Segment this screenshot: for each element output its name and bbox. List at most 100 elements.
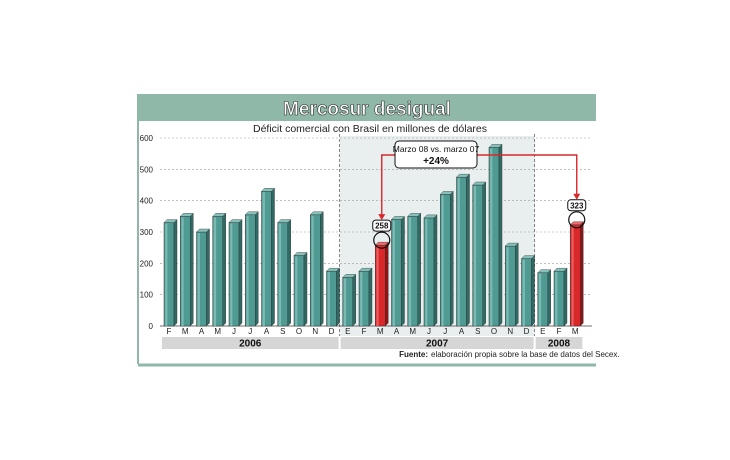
bar-side — [482, 181, 486, 327]
bar-top — [374, 241, 389, 246]
x-tick-label: S — [475, 327, 480, 336]
year-band — [161, 337, 339, 349]
x-tick-label: M — [182, 327, 189, 336]
bar-side — [320, 211, 324, 327]
chart-title: Mercosur desigual — [283, 99, 451, 120]
x-tick-label: N — [312, 327, 318, 336]
bar — [277, 219, 292, 327]
x-tick-label: J — [248, 327, 252, 336]
year-label: 2008 — [548, 339, 571, 350]
bar — [423, 214, 438, 327]
bar-top — [553, 267, 568, 272]
x-tick-label: J — [427, 327, 431, 336]
bar — [196, 228, 210, 327]
bar-highlight — [425, 218, 428, 326]
bar-top — [196, 228, 210, 233]
bar-side — [303, 252, 308, 327]
bar-top — [163, 219, 178, 223]
bar-top — [358, 267, 373, 272]
bar-top — [439, 191, 454, 195]
bar-side — [238, 219, 243, 327]
bar-side — [222, 212, 226, 327]
bar-highlight — [197, 233, 200, 326]
x-tick-label: N — [507, 327, 513, 336]
bar-highlight — [343, 278, 347, 326]
bar-top — [261, 188, 275, 192]
x-tick-label: M — [409, 327, 416, 336]
bar-top — [309, 211, 324, 215]
value-label: 323 — [570, 201, 584, 210]
bar-side — [450, 190, 454, 327]
y-tick-label: 500 — [140, 165, 154, 174]
bar — [342, 273, 357, 327]
year-label: 2007 — [426, 339, 449, 350]
bar-highlight — [457, 178, 460, 326]
bar-side — [401, 215, 405, 327]
bar-top — [228, 219, 243, 223]
bar-highlight — [555, 272, 558, 326]
bar-highlight — [473, 186, 477, 326]
bar-side — [466, 173, 470, 327]
bar-side — [498, 143, 503, 327]
bar-highlight — [408, 217, 412, 326]
annotation-line1: Marzo 08 vs. marzo 07 — [393, 144, 480, 154]
bar-top — [212, 213, 227, 217]
bar — [439, 190, 454, 327]
bar — [358, 267, 373, 327]
bar-highlight — [571, 225, 574, 326]
bar-side — [336, 267, 340, 327]
highlight-circle — [568, 211, 586, 229]
x-tick-label: F — [167, 327, 172, 336]
bar-side — [287, 219, 291, 327]
bar-side — [255, 211, 259, 327]
bar-top — [423, 214, 438, 219]
bar — [553, 267, 568, 327]
bar — [521, 255, 535, 327]
bar-side — [563, 267, 568, 327]
bar — [569, 221, 584, 327]
highlight-circle — [373, 231, 391, 249]
bar — [537, 269, 552, 327]
bar — [374, 241, 389, 327]
bar-highlight — [538, 273, 542, 326]
annotation-line2: +24% — [423, 156, 449, 167]
bar — [261, 187, 275, 327]
value-label: 258 — [375, 222, 389, 231]
bar-top — [326, 267, 340, 272]
x-tick-label: A — [394, 327, 400, 336]
y-tick-label: 100 — [140, 291, 154, 300]
bar-highlight — [278, 223, 282, 326]
bar — [228, 219, 243, 327]
bar-highlight — [295, 256, 298, 326]
bar-top — [537, 269, 552, 273]
bar-top — [244, 211, 259, 215]
bar-top — [391, 216, 405, 220]
bar-top — [504, 242, 519, 247]
bar-top — [277, 219, 292, 223]
bar-side — [206, 228, 210, 327]
x-tick-label: A — [459, 327, 465, 336]
bar — [293, 252, 308, 327]
bar-side — [271, 187, 275, 327]
bar — [391, 215, 405, 327]
bar-top — [472, 181, 487, 186]
bar-top — [293, 252, 308, 256]
bar — [488, 143, 503, 327]
bar — [456, 173, 470, 327]
x-tick-label: A — [264, 327, 270, 336]
bar-highlight — [360, 272, 363, 326]
x-tick-label: M — [572, 327, 579, 336]
x-tick-label: F — [557, 327, 562, 336]
bar-highlight — [506, 247, 509, 326]
bar-side — [173, 219, 178, 327]
x-tick-label: E — [540, 327, 545, 336]
bar — [407, 212, 422, 327]
x-tick-label: D — [524, 327, 530, 336]
bar-top — [521, 255, 535, 259]
y-tick-label: 200 — [140, 259, 154, 268]
bar — [472, 181, 487, 327]
x-tick-label: O — [491, 327, 497, 336]
bar-side — [190, 212, 194, 327]
bar-highlight — [490, 148, 493, 326]
